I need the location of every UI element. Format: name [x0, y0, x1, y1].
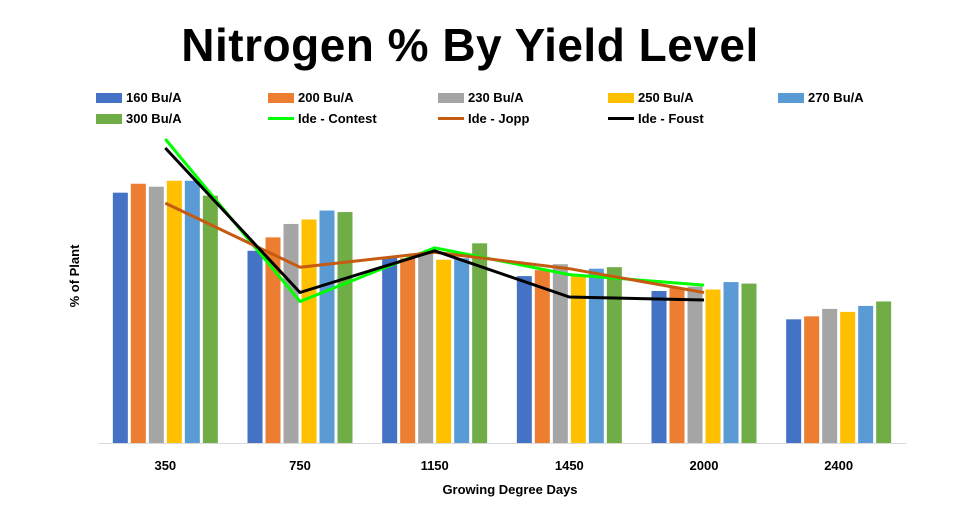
bar: [723, 282, 739, 443]
legend-item: Ide - Jopp: [438, 111, 529, 126]
legend-swatch: [778, 92, 804, 103]
bar: [570, 274, 586, 443]
bar: [166, 180, 182, 443]
bar: [741, 283, 757, 443]
legend-item: 230 Bu/A: [438, 90, 524, 105]
legend-item: Ide - Foust: [608, 111, 704, 126]
legend-swatch: [96, 92, 122, 103]
x-tick-label: 1150: [421, 458, 449, 473]
bar: [337, 212, 353, 443]
legend-item: 250 Bu/A: [608, 90, 694, 105]
bar: [516, 276, 532, 443]
legend-label: 250 Bu/A: [638, 90, 694, 105]
legend-label: 300 Bu/A: [126, 111, 182, 126]
legend-label: Ide - Contest: [298, 111, 377, 126]
bar: [301, 219, 317, 443]
bar: [454, 258, 470, 443]
bar: [319, 210, 335, 443]
bar: [606, 267, 622, 443]
x-axis-title: Growing Degree Days: [442, 482, 577, 497]
bar: [804, 316, 820, 443]
legend-label: 230 Bu/A: [468, 90, 524, 105]
bar: [382, 256, 398, 443]
bar: [184, 180, 200, 443]
legend-label: 270 Bu/A: [808, 90, 864, 105]
x-tick-label: 2400: [824, 458, 853, 473]
bar: [247, 250, 263, 443]
bar: [651, 291, 667, 443]
legend-item: 200 Bu/A: [268, 90, 354, 105]
x-tick-label: 350: [154, 458, 176, 473]
bar: [705, 289, 721, 443]
bar: [552, 264, 568, 443]
bar: [534, 270, 550, 443]
legend-item: 160 Bu/A: [96, 90, 182, 105]
x-tick-label: 1450: [555, 458, 584, 473]
bar: [472, 243, 488, 443]
legend-swatch: [438, 92, 464, 103]
bar: [265, 237, 281, 443]
legend-swatch: [268, 92, 294, 103]
x-tick-label: 2000: [690, 458, 719, 473]
legend-label: Ide - Jopp: [468, 111, 530, 126]
bar: [822, 308, 838, 443]
bar: [148, 186, 164, 443]
bar: [418, 252, 434, 443]
bar: [112, 192, 128, 443]
legend-swatch: [438, 117, 464, 120]
legend-swatch: [96, 113, 122, 124]
bar: [400, 258, 416, 443]
bar: [130, 183, 146, 444]
series-line: [164, 146, 705, 302]
bar: [669, 288, 685, 443]
legend-label: Ide - Foust: [638, 111, 704, 126]
bar: [687, 286, 703, 443]
bar: [840, 311, 856, 443]
legend-swatch: [608, 92, 634, 103]
legend-label: 200 Bu/A: [298, 90, 354, 105]
bar: [876, 301, 892, 443]
x-tick-label: 750: [289, 458, 311, 473]
bar: [436, 259, 452, 443]
bar: [588, 268, 604, 443]
legend-item: 300 Bu/A: [96, 111, 182, 126]
legend-label: 160 Bu/A: [126, 90, 182, 105]
legend-item: 270 Bu/A: [778, 90, 864, 105]
bar: [858, 305, 874, 443]
bar: [202, 195, 218, 443]
legend-swatch: [268, 117, 294, 120]
bar: [283, 223, 299, 443]
legend-swatch: [608, 117, 634, 120]
legend-item: Ide - Contest: [268, 111, 377, 126]
chart-title: Nitrogen % By Yield Level: [181, 19, 759, 71]
bar: [786, 319, 802, 443]
y-axis-title: % of Plant: [67, 244, 82, 308]
